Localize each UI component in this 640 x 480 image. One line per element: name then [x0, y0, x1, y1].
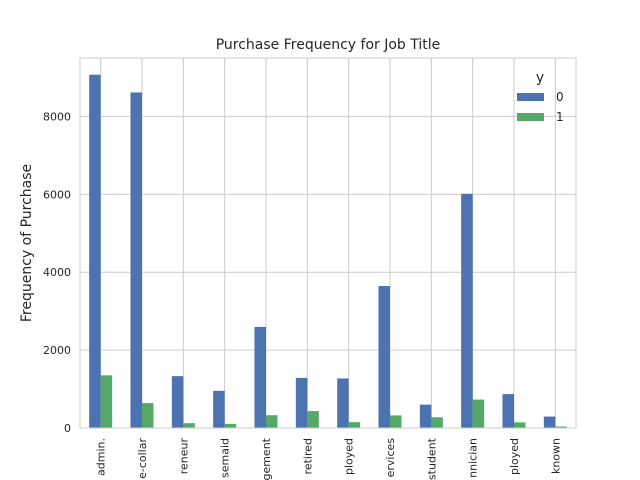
x-tick-label: gement [260, 437, 273, 480]
y-tick-label: 4000 [43, 266, 71, 279]
bar-series-0 [543, 416, 556, 428]
x-tick-labels: admin. e-collar reneur semaid gement retired p… [95, 437, 563, 480]
bar-series-1 [307, 411, 319, 428]
y-axis-label: Frequency of Purchase [19, 164, 35, 322]
y-tick-label: 0 [64, 422, 71, 435]
legend-swatch-0 [517, 93, 544, 101]
bar-series-0 [171, 376, 184, 428]
x-tick-label: semaid [219, 438, 232, 478]
bar-series-1 [348, 422, 361, 428]
x-tick-label: known [549, 438, 562, 474]
bar-series-0 [130, 92, 142, 428]
bar-series-1 [100, 375, 113, 428]
y-tick-label: 2000 [43, 344, 71, 357]
x-tick-label: retired [301, 438, 314, 474]
bar-series-0 [461, 193, 473, 428]
bar-series-0 [502, 394, 514, 428]
bars-layer [89, 74, 567, 428]
x-tick-label: ployed [343, 438, 356, 475]
chart-title: Purchase Frequency for Job Title [216, 37, 441, 53]
bar-series-1 [266, 415, 278, 428]
bar-series-0 [337, 378, 349, 428]
bar-series-1 [555, 426, 567, 428]
bar-series-1 [431, 417, 443, 428]
x-tick-label: student [425, 437, 438, 480]
bar-series-0 [378, 285, 390, 428]
bar-series-1 [390, 415, 402, 428]
bar-series-0 [89, 74, 101, 428]
bar-series-0 [213, 390, 225, 428]
x-tick-label: nnician [467, 438, 480, 478]
legend-label-0: 0 [556, 90, 564, 104]
legend-swatch-1 [517, 113, 544, 121]
bar-series-1 [183, 423, 195, 428]
plot-background [80, 58, 576, 428]
legend-title: y [536, 70, 544, 86]
bar-series-0 [295, 377, 308, 428]
x-tick-label: admin. [95, 438, 108, 476]
bar-series-0 [419, 404, 432, 428]
legend-label-1: 1 [556, 110, 564, 124]
x-tick-label: reneur [177, 438, 190, 475]
bar-series-1 [514, 422, 526, 428]
y-tick-label: 8000 [43, 110, 71, 123]
bar-series-1 [142, 403, 154, 428]
plot-frame [79, 57, 577, 429]
x-tick-label: e-collar [136, 438, 149, 479]
bar-series-1 [472, 399, 485, 428]
bar-series-1 [224, 423, 237, 428]
bar-series-0 [254, 326, 266, 428]
x-tick-label: ployed [508, 438, 521, 475]
legend: y 0 1 [517, 70, 564, 124]
y-tick-label: 6000 [43, 188, 71, 201]
y-tick-labels: 0 2000 4000 6000 8000 [43, 110, 71, 435]
x-tick-label: ervices [384, 438, 397, 478]
